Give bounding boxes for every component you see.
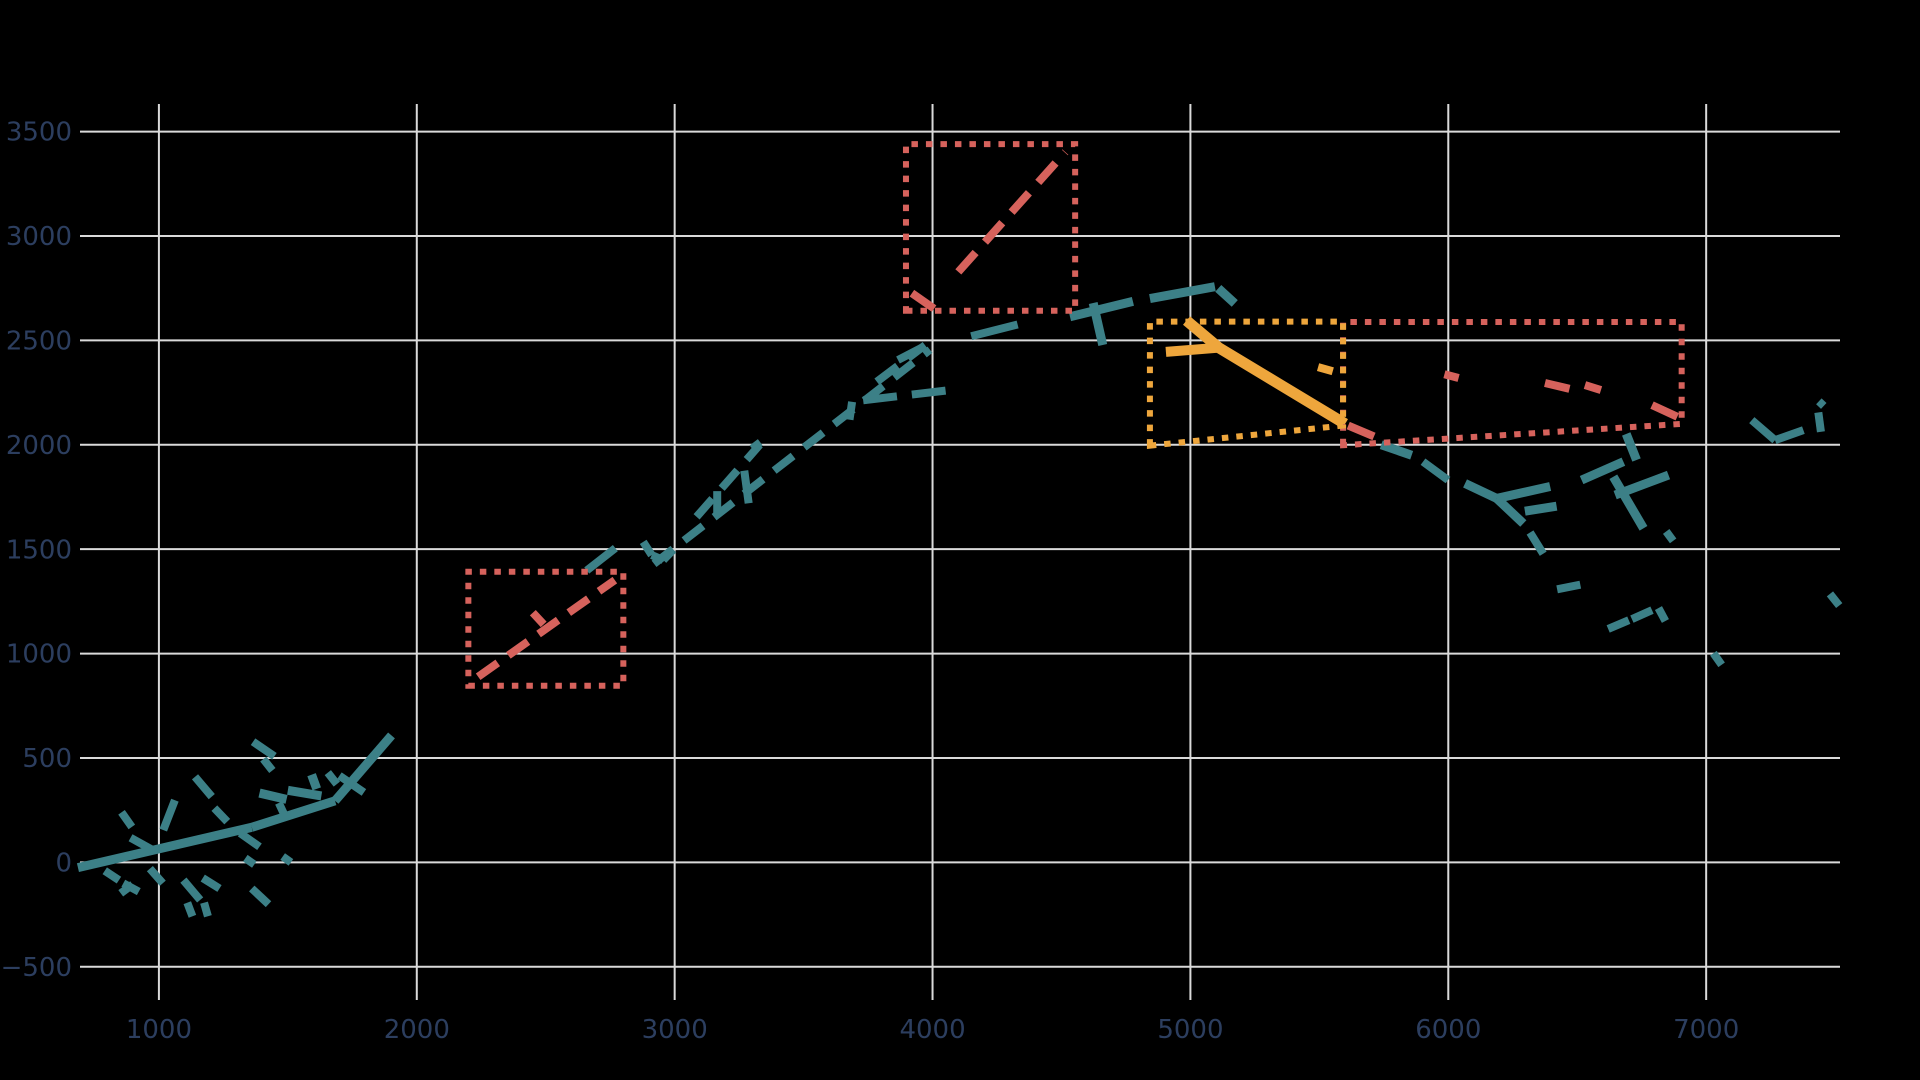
map-segments-teal-1 (250, 796, 337, 832)
match-path-orange-0 (1183, 316, 1348, 429)
map-segments-teal-21 (307, 773, 321, 791)
map-segments-teal-61 (1654, 606, 1669, 623)
map-segments-teal-23 (337, 772, 367, 796)
map-segments-teal-22 (324, 770, 340, 787)
map-segments-teal-35 (740, 470, 753, 504)
map-segments-teal-43 (1088, 301, 1108, 346)
map-segments-teal-15 (200, 901, 212, 918)
y-tick-label-3500: 3500 (6, 118, 72, 148)
anomaly-segments-red-2 (955, 149, 1069, 275)
map-segments-teal-6 (191, 774, 215, 800)
y-tick-label-0: 0 (55, 848, 72, 878)
map-segments-teal-27 (249, 885, 272, 908)
map-segments-teal-38 (862, 386, 951, 405)
map-segments-teal-41 (970, 320, 1019, 341)
map-segments-teal-16 (237, 829, 262, 851)
map-segments-teal-67 (1826, 591, 1843, 609)
anomaly-segments-red-8 (1650, 401, 1679, 421)
map-segments-teal-52 (1526, 530, 1547, 556)
map-segments-teal-54 (1622, 432, 1641, 462)
map-segments-teal-42 (1068, 296, 1134, 322)
map-segments-teal-46 (1379, 440, 1414, 460)
x-tick-label-2000: 2000 (384, 1015, 450, 1045)
y-tick-label-2500: 2500 (6, 326, 72, 356)
map-segments-teal-37 (845, 401, 857, 421)
map-segments-teal-12 (180, 877, 204, 903)
map-segments-teal-4 (128, 834, 155, 854)
highlight-boxes-red-0 (465, 568, 627, 689)
map-segments-teal-44 (1149, 282, 1216, 304)
map-segments-teal-2 (331, 732, 395, 804)
match-path-orange-2 (1316, 363, 1334, 376)
map-segments-teal-28 (584, 544, 618, 574)
map-segments-teal-7 (211, 805, 231, 825)
x-tick-label-4000: 4000 (899, 1015, 965, 1045)
map-segments-teal-24 (275, 801, 291, 822)
x-tick-label-6000: 6000 (1415, 1015, 1481, 1045)
map-segments-teal-36 (749, 439, 763, 452)
map-segments-teal-29 (639, 539, 656, 558)
map-segments-teal-20 (258, 788, 288, 804)
map-segments-teal-51 (1524, 501, 1558, 516)
map-segments-teal-56 (1613, 470, 1671, 500)
map-segments-teal-5 (159, 798, 179, 832)
map-segments-teal-17 (243, 854, 257, 868)
anomaly-segments-red-4 (1346, 421, 1376, 441)
x-tick-label-5000: 5000 (1157, 1015, 1223, 1045)
map-segments-teal-49 (1495, 482, 1552, 503)
anomaly-segments-red-6 (1544, 379, 1571, 393)
map-segments-teal-33 (693, 442, 763, 520)
y-tick-label--500: −500 (1, 953, 72, 983)
anomaly-segments-red-5 (1443, 370, 1460, 382)
map-segments-teal-11 (121, 879, 141, 896)
y-tick-label-1500: 1500 (6, 535, 72, 565)
map-segments-teal-60 (1630, 606, 1654, 623)
y-tick-label-1000: 1000 (6, 640, 72, 670)
y-tick-label-3000: 3000 (6, 222, 72, 252)
map-segments-teal-26 (280, 853, 294, 866)
map-segments-teal-59 (1606, 616, 1631, 633)
map-segments-teal-8 (146, 866, 166, 886)
map-segments-teal-25 (287, 785, 323, 801)
map-segments-teal-3 (118, 809, 136, 830)
map-segments-teal-19 (260, 756, 276, 773)
map-segments-teal-65 (1814, 411, 1825, 433)
anomaly-segments-red-0 (475, 576, 618, 681)
map-segments-teal-48 (1463, 479, 1499, 503)
x-tick-label-3000: 3000 (642, 1015, 708, 1045)
map-segments-teal-50 (1493, 495, 1527, 527)
map-segments-teal-13 (200, 874, 222, 892)
map-segments-teal-66 (1816, 398, 1827, 409)
map-segments-teal-45 (1215, 285, 1238, 307)
map-segments-teal-55 (1609, 474, 1648, 531)
map-segments-teal-9 (102, 867, 122, 884)
map-segments-teal-0 (76, 822, 253, 872)
anomaly-segments-red-7 (1583, 381, 1603, 394)
map-segments-teal-57 (1662, 529, 1677, 544)
highlight-boxes-red-1 (902, 141, 1079, 314)
map-segments-teal-32 (651, 346, 933, 567)
x-tick-label-7000: 7000 (1673, 1015, 1739, 1045)
match-path-orange-1 (1165, 342, 1220, 357)
map-segments-teal-62 (1710, 650, 1725, 668)
map-segments-teal-58 (1556, 580, 1582, 594)
map-segments-teal-14 (183, 901, 197, 918)
map-segments-teal-64 (1773, 426, 1805, 444)
map-segments-teal-63 (1749, 417, 1778, 444)
map-segments-teal-47 (1420, 458, 1451, 484)
anomaly-segments-red-1 (529, 609, 547, 628)
y-tick-label-500: 500 (22, 744, 72, 774)
y-tick-label-2000: 2000 (6, 431, 72, 461)
map-segments-teal-40 (896, 343, 925, 364)
anomaly-segments-red-3 (909, 289, 937, 312)
map-segments-teal-53 (1579, 457, 1626, 485)
x-tick-label-1000: 1000 (126, 1015, 192, 1045)
map-segments-teal-18 (250, 738, 277, 760)
